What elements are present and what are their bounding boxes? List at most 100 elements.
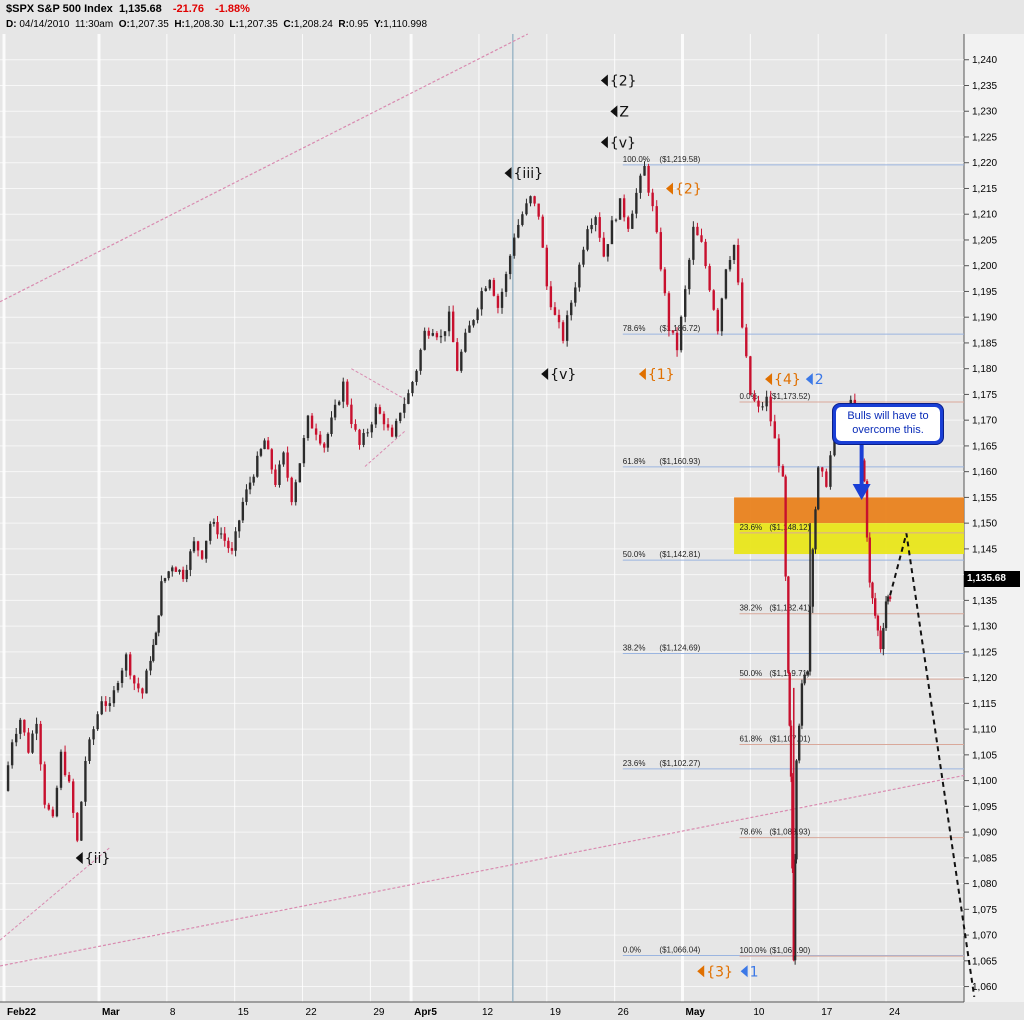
wave-label: 1 (750, 964, 759, 980)
candle-body (651, 192, 654, 207)
candle-body (129, 654, 132, 676)
wave-ii-channel (0, 847, 111, 941)
candle-body (227, 540, 230, 549)
y-tick-label: 1,115 (972, 699, 997, 710)
candle-body (574, 287, 577, 303)
callout-arrow-head (852, 484, 871, 500)
candle-body (145, 670, 148, 694)
candle-body (104, 701, 107, 706)
candle-body (865, 481, 869, 538)
candle-body (323, 443, 326, 448)
candle-body (378, 407, 382, 414)
last-price: 1,135.68 (118, 3, 162, 15)
candle-body (346, 381, 349, 405)
fib-lower-pct: 23.6% (739, 523, 762, 532)
x-tick-label: May (686, 1007, 706, 1018)
wave-label: {v} (610, 135, 636, 151)
candle-body (92, 729, 95, 740)
candle-body (871, 582, 874, 599)
fib-upper-pct: 38.2% (623, 643, 646, 652)
y-tick-label: 1,165 (972, 441, 997, 452)
candle-body (517, 224, 520, 238)
candle-body (192, 541, 196, 552)
x-tick-label: 12 (482, 1007, 494, 1018)
candle-body (749, 356, 752, 395)
candle-body (124, 654, 128, 671)
wave-marker-icon (504, 167, 512, 180)
y-tick-label: 1,105 (972, 750, 997, 761)
candle-body (578, 264, 581, 288)
candle-body (358, 429, 361, 445)
x-tick-label: 22 (306, 1007, 318, 1018)
candle-body (504, 274, 508, 292)
fib-upper-pct: 23.6% (623, 759, 646, 768)
candle-body (154, 632, 158, 645)
candle-body (781, 465, 785, 477)
candle-body (561, 322, 565, 341)
y-tick-label: 1,210 (972, 210, 997, 221)
candle-body (185, 569, 188, 580)
candle-body (773, 421, 776, 439)
candle-body (51, 809, 55, 817)
x-tick-label: 15 (238, 1007, 250, 1018)
candle-body (278, 464, 281, 485)
candle-body (863, 460, 866, 482)
candle-body (100, 701, 103, 715)
x-tick-label: Feb22 (7, 1007, 36, 1018)
candle-body (178, 569, 181, 572)
fib-lower-price: ($1,148.12) (769, 523, 810, 532)
candle-body (757, 400, 760, 407)
candle-body (647, 165, 650, 193)
candle-body (521, 214, 524, 225)
candle-body (234, 531, 237, 551)
candle-body (456, 342, 459, 371)
candle-body (821, 467, 824, 472)
y-tick-label: 1,180 (972, 364, 997, 375)
candle-body (777, 438, 781, 466)
y-tick-label: 1,205 (972, 235, 997, 246)
candle-body (163, 578, 167, 582)
candle-body (443, 331, 447, 336)
candle-body (204, 540, 208, 559)
wave-marker-icon (740, 965, 748, 978)
y-axis-panel (964, 34, 1024, 1002)
y-tick-label: 1,160 (972, 467, 997, 478)
fib-lower-price: ($1,173.52) (769, 392, 810, 401)
x-tick-label: Mar (102, 1007, 120, 1018)
wave-label: 2 (815, 372, 824, 388)
x-tick-label: Apr5 (414, 1007, 437, 1018)
y-tick-label: 1,240 (972, 55, 997, 66)
triangle-lower (364, 430, 407, 467)
bar-detail-line: D: 04/14/2010 11:30am O:1,207.35 H:1,208… (6, 19, 428, 30)
candle-body (223, 533, 226, 541)
candle-body (435, 333, 439, 338)
candle-body (598, 217, 601, 238)
candle-body (800, 683, 804, 726)
candle-body (411, 381, 414, 394)
price-change-pct: -1.88% (215, 3, 250, 15)
candle-body (631, 213, 634, 229)
candle-body (825, 471, 828, 487)
candle-body (72, 781, 75, 813)
fib-upper-price: ($1,160.93) (659, 457, 700, 466)
y-tick-label: 1,225 (972, 132, 997, 143)
y-tick-label: 1,120 (972, 673, 997, 684)
candle-body (290, 477, 293, 503)
candle-body (884, 601, 888, 629)
candle-body (423, 330, 426, 350)
wave-marker-icon (600, 74, 608, 87)
candle-body (326, 433, 330, 448)
candle-body (263, 440, 266, 450)
candle-body (606, 244, 610, 257)
candle-body (793, 859, 797, 961)
wave-label: {ii} (85, 851, 111, 867)
candle-body (784, 476, 787, 577)
candle-body (116, 683, 120, 691)
price-change: -21.76 (172, 3, 205, 15)
y-tick-label: 1,085 (972, 853, 997, 864)
y-tick-label: 1,080 (972, 879, 997, 890)
candle-body (47, 804, 50, 810)
zone-yellow (734, 523, 964, 555)
fib-lower-pct: 78.6% (739, 828, 762, 837)
